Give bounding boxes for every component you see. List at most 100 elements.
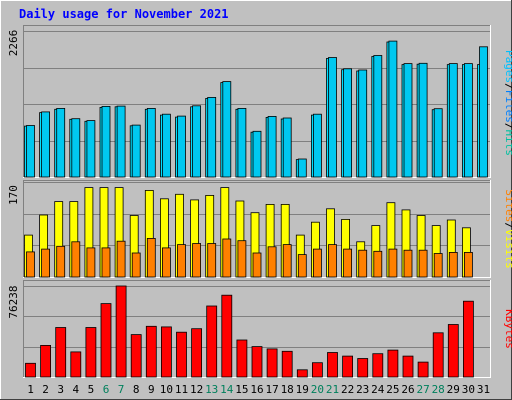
bar-sites [222,238,232,278]
y-label-sites: Sites [503,189,512,222]
bar-hits [86,120,96,178]
bar-kbytes [447,324,459,378]
y-label-kbytes: KBytes [503,309,512,349]
bar-sites [177,244,186,278]
x-tick-label: 10 [160,383,173,396]
bar-hits [26,125,35,178]
x-tick-label: 27 [416,383,429,396]
bar-kbytes [432,332,444,378]
bar-hits [479,46,488,178]
bar-sites [358,249,368,278]
bar-sites [237,240,247,278]
bar-kbytes [145,325,157,378]
bar-kbytes [251,346,263,378]
bar-hits [131,124,141,178]
bar-sites [56,245,66,278]
y-label-visits: Visits [503,229,512,269]
y-label-files: Files [503,90,512,123]
x-tick-label: 12 [190,383,203,396]
x-tick-label: 23 [356,383,369,396]
bar-hits [267,116,277,178]
bar-hits [71,118,81,178]
bar-hits [146,108,156,178]
bar-hits [41,111,50,178]
bar-kbytes [387,349,399,378]
x-tick-label: 1 [27,383,34,396]
bar-hits [433,108,443,178]
x-tick-label: 3 [57,383,64,396]
x-tick-label: 15 [235,383,248,396]
x-tick-label: 7 [118,383,125,396]
y-axis-label: Sites/Visits [503,189,512,269]
bar-sites [161,247,171,278]
y-label-hits: Hits [503,130,512,157]
bar-kbytes [327,352,338,378]
bar-hits [418,62,428,178]
bar-kbytes [402,355,414,378]
bar-hits [373,55,383,178]
panel-3: 76238 KBytes [7,280,512,378]
x-tick-label: 20 [311,383,324,396]
chart-title: Daily usage for November 2021 [19,7,229,21]
panel-1: 2266 Pages/Files/Hits [7,25,512,178]
bar-hits [297,158,307,178]
bar-hits [358,69,368,178]
y-label-pages: Pages [503,50,512,83]
x-tick-label: 24 [371,383,385,396]
bar-kbytes [25,362,36,378]
x-tick-label: 4 [72,383,79,396]
bar-sites [267,246,277,278]
bar-sites [26,251,35,278]
bar-kbytes [115,285,127,378]
bar-hits [237,108,247,178]
y-axis-label: Pages/Files/Hits [503,50,512,156]
bar-kbytes [191,328,203,378]
x-tick-label: 21 [326,383,339,396]
bar-sites [146,237,156,278]
x-tick-label: 28 [432,383,445,396]
x-tick-label: 19 [296,383,309,396]
bar-sites [252,252,262,278]
bar-kbytes [357,358,369,378]
bar-kbytes [55,327,67,378]
bar-kbytes [417,361,429,378]
x-tick-label: 29 [447,383,460,396]
bar-sites [207,243,217,278]
bar-sites [116,240,126,278]
bar-sites [312,248,322,278]
bar-sites [328,244,337,278]
x-tick-label: 14 [220,383,234,396]
bar-kbytes [281,350,293,378]
bar-kbytes [206,305,218,378]
bar-hits [177,115,186,178]
bar-hits [403,63,413,178]
bar-hits [101,106,111,178]
bar-kbytes [296,369,308,378]
bar-sites [373,250,383,278]
bar-kbytes [70,351,82,378]
x-tick-label: 2 [42,383,49,396]
x-tick-label: 5 [88,383,95,396]
bar-kbytes [130,334,142,378]
bar-sites [418,249,428,278]
bar-kbytes [462,300,474,378]
bar-sites [343,248,353,278]
x-tick-label: 26 [401,383,414,396]
x-tick-label: 22 [341,383,354,396]
bar-sites [131,252,141,278]
x-tick-label: 8 [133,383,140,396]
bar-sites [41,248,50,278]
bar-sites [86,247,96,278]
bar-sites [297,254,307,278]
bar-kbytes [221,294,233,378]
bar-sites [388,248,398,278]
x-tick-label: 17 [265,383,278,396]
bar-kbytes [311,362,323,378]
ymax-label: 2266 [7,30,20,57]
x-tick-label: 31 [477,383,490,396]
bar-sites [448,251,458,278]
bar-hits [312,113,322,178]
bar-hits [463,63,473,178]
bar-hits [282,117,292,178]
bar-hits [56,108,66,178]
